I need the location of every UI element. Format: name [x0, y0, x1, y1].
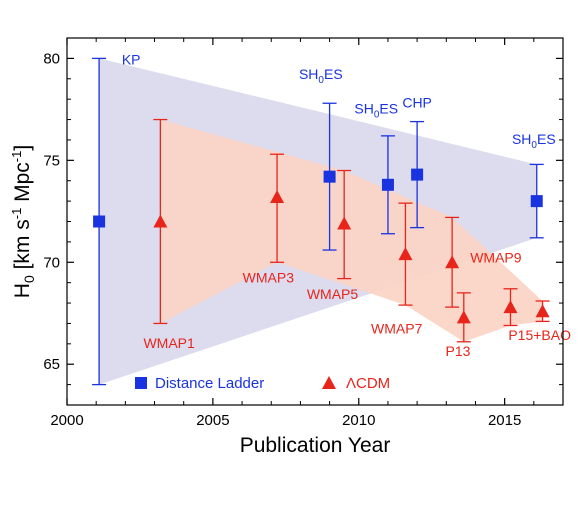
annotation-shoes2: SH0ES	[354, 100, 398, 120]
y-tick-label: 65	[43, 356, 60, 373]
annotation-wmap7: WMAP7	[371, 321, 423, 337]
legend: Distance Ladder ΛCDM	[135, 375, 390, 392]
annotation-text: CHP	[402, 94, 432, 110]
x-tick-label: 2005	[196, 412, 229, 429]
lcdm-point	[456, 310, 471, 324]
lcdm-point	[535, 304, 550, 318]
annotation-shoes3: SH0ES	[512, 131, 556, 151]
legend-marker-square	[135, 377, 147, 389]
distance-ladder-point	[530, 195, 543, 208]
x-tick-label: 2000	[50, 412, 83, 429]
annotation-text: KP	[122, 52, 141, 68]
annotation-text-tail: ES	[537, 131, 556, 147]
annotation-text: WMAP7	[371, 321, 423, 337]
annotation-text: P15+BAO	[508, 327, 571, 343]
lcdm-point	[270, 190, 285, 204]
x-tick-label: 2015	[488, 412, 521, 429]
annotation-text-tail: ES	[324, 66, 343, 82]
annotation-text-tail: ES	[379, 100, 398, 116]
lcdm-point	[398, 247, 413, 261]
annotation-text: SH	[299, 66, 318, 82]
lcdm-point	[337, 216, 352, 230]
y-axis-title-units: [km s	[11, 219, 34, 275]
annotation-subscript: 0	[531, 140, 537, 151]
legend-label-lcdm: ΛCDM	[346, 375, 390, 392]
axes: 2000 2005 2010 2015 65 70 75 80	[43, 37, 564, 429]
annotation-shoes1: SH0ES	[299, 66, 343, 86]
annotation-wmap9: WMAP9	[470, 249, 522, 265]
annotation-p13: P13	[446, 343, 471, 359]
y-axis-title-subscript: 0	[21, 275, 37, 283]
y-tick-label: 80	[43, 50, 60, 67]
y-axis-title-close: ]	[11, 145, 34, 151]
lcdm-point	[153, 214, 168, 228]
y-tick-label: 75	[43, 152, 60, 169]
x-tick-label: 2010	[342, 412, 375, 429]
annotation-text: SH	[354, 100, 373, 116]
annotation-subscript: 0	[374, 109, 380, 120]
distance-ladder-point	[323, 170, 336, 183]
annotation-text: WMAP9	[470, 249, 522, 265]
plot-frame	[66, 37, 564, 406]
y-axis-title-superscript: -1	[9, 208, 24, 220]
distance-ladder-point	[411, 168, 424, 181]
y-axis-title-units-2: Mpc	[11, 162, 34, 208]
annotation-p15bao: P15+BAO	[508, 327, 571, 343]
annotation-subscript: 0	[318, 75, 324, 86]
data-series	[92, 57, 550, 386]
y-axis-title-superscript-2: -1	[9, 151, 24, 163]
y-axis-title-main: H	[11, 283, 34, 298]
annotation-text: WMAP5	[307, 286, 359, 302]
lcdm-point	[445, 255, 460, 269]
annotation-text: WMAP1	[143, 335, 195, 351]
y-tick-label: 70	[43, 254, 60, 271]
lcdm-band	[160, 119, 543, 342]
annotation-wmap3: WMAP3	[243, 270, 295, 286]
annotation-text: SH	[512, 131, 531, 147]
legend-label-distance-ladder: Distance Ladder	[155, 375, 264, 392]
annotation-text: P13	[446, 343, 471, 359]
y-axis-title: H0 [km s-1 Mpc-1]	[9, 145, 37, 298]
annotation-wmap5: WMAP5	[307, 286, 359, 302]
annotation-text: WMAP3	[243, 270, 295, 286]
uncertainty-bands	[99, 58, 543, 385]
annotation-chp: CHP	[402, 94, 432, 110]
lcdm-point	[503, 300, 518, 314]
x-axis-title: Publication Year	[240, 434, 391, 457]
distance-ladder-point	[93, 215, 106, 228]
legend-marker-triangle	[322, 376, 336, 389]
distance-ladder-point	[381, 178, 394, 191]
annotation-kp: KP	[122, 52, 141, 68]
annotation-wmap1: WMAP1	[143, 335, 195, 351]
